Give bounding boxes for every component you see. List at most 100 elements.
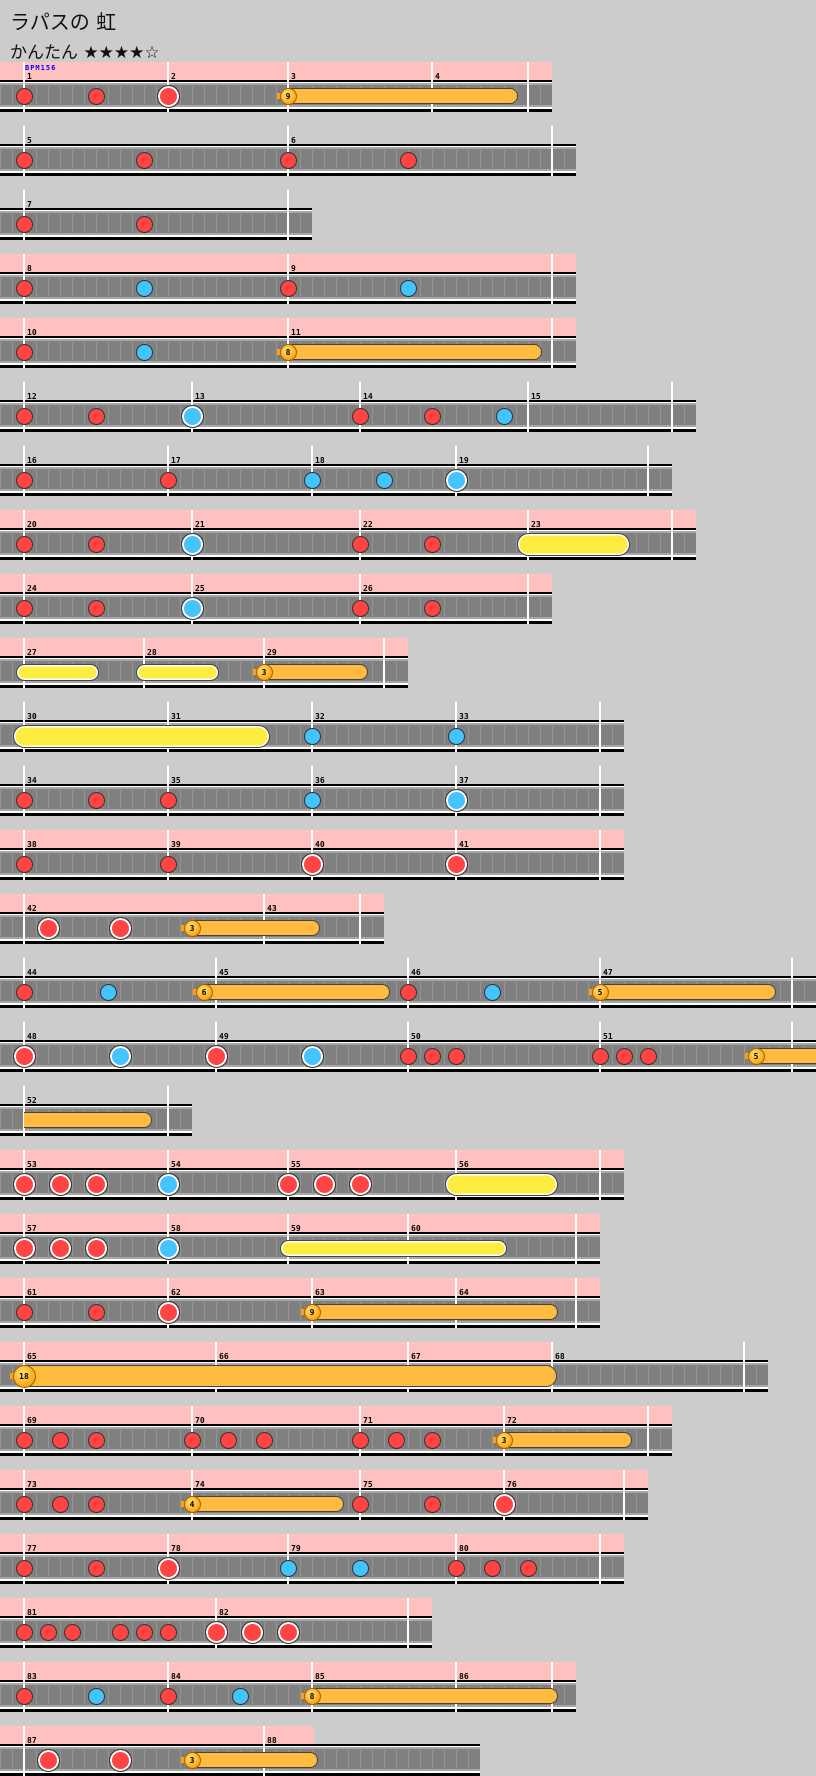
grid-line bbox=[108, 86, 109, 106]
grid-line bbox=[324, 854, 325, 874]
grid-line bbox=[408, 534, 409, 554]
grid-line bbox=[624, 470, 625, 490]
grid-line bbox=[144, 470, 145, 490]
grid-line bbox=[12, 214, 13, 234]
grid-line bbox=[168, 150, 169, 170]
grid-line bbox=[60, 534, 61, 554]
grid-line bbox=[132, 1622, 133, 1642]
grid-line bbox=[180, 86, 181, 106]
grid-line bbox=[12, 278, 13, 298]
measure-number: 86 bbox=[459, 1672, 469, 1681]
grid-line bbox=[132, 854, 133, 874]
measure-line bbox=[23, 1086, 25, 1136]
grid-line bbox=[564, 726, 565, 746]
don-note bbox=[423, 1431, 441, 1449]
grid-line bbox=[252, 1430, 253, 1450]
grid-line bbox=[132, 1750, 133, 1770]
grid-line bbox=[624, 406, 625, 426]
grid-line bbox=[336, 1750, 337, 1770]
grid-line bbox=[252, 854, 253, 874]
grid-line bbox=[108, 1494, 109, 1514]
grid-line bbox=[0, 1366, 1, 1386]
grid-line bbox=[252, 86, 253, 106]
grid-line bbox=[588, 790, 589, 810]
grid-line bbox=[372, 1622, 373, 1642]
grid-line bbox=[468, 726, 469, 746]
grid-line bbox=[468, 982, 469, 1002]
grid-line bbox=[156, 1430, 157, 1450]
measure-line bbox=[431, 62, 433, 112]
measure-line bbox=[23, 574, 25, 624]
grid-line bbox=[108, 1238, 109, 1258]
gogo-band bbox=[0, 1342, 554, 1360]
grid-line bbox=[516, 470, 517, 490]
grid-line bbox=[0, 1174, 1, 1194]
grid-line bbox=[684, 1366, 685, 1386]
measure-line bbox=[359, 1406, 361, 1456]
grid-line bbox=[240, 1302, 241, 1322]
measure-line bbox=[23, 1726, 25, 1776]
grid-line bbox=[576, 854, 577, 874]
grid-line bbox=[468, 854, 469, 874]
grid-line bbox=[120, 598, 121, 618]
grid-line bbox=[240, 534, 241, 554]
balloon-icon: 8 bbox=[303, 1687, 321, 1705]
grid-line bbox=[168, 214, 169, 234]
grid-line bbox=[12, 790, 13, 810]
grid-line bbox=[180, 342, 181, 362]
grid-line bbox=[168, 1430, 169, 1450]
grid-line bbox=[516, 854, 517, 874]
grid-line bbox=[576, 1494, 577, 1514]
grid-line bbox=[108, 150, 109, 170]
grid-line bbox=[348, 1430, 349, 1450]
grid-line bbox=[432, 278, 433, 298]
grid-line bbox=[240, 1430, 241, 1450]
grid-line bbox=[588, 1494, 589, 1514]
big-ka-note bbox=[180, 532, 204, 556]
grid-line bbox=[312, 1430, 313, 1450]
grid-line bbox=[384, 1494, 385, 1514]
measure-number: 17 bbox=[171, 456, 181, 465]
big-don-note bbox=[492, 1492, 516, 1516]
grid-line bbox=[408, 1558, 409, 1578]
grid-line bbox=[396, 598, 397, 618]
grid-line bbox=[528, 150, 529, 170]
big-don-note bbox=[48, 1236, 72, 1260]
grid-line bbox=[192, 1622, 193, 1642]
measure-number: 30 bbox=[27, 712, 37, 721]
grid-line bbox=[612, 1366, 613, 1386]
grid-line bbox=[96, 982, 97, 1002]
grid-line bbox=[300, 1430, 301, 1450]
grid-line bbox=[408, 406, 409, 426]
grid-line bbox=[528, 1494, 529, 1514]
grid-line bbox=[216, 150, 217, 170]
grid-line bbox=[168, 1046, 169, 1066]
grid-line bbox=[144, 598, 145, 618]
grid-line bbox=[456, 150, 457, 170]
don-note bbox=[15, 343, 33, 361]
grid-line bbox=[192, 278, 193, 298]
grid-line bbox=[696, 1366, 697, 1386]
grid-line bbox=[432, 854, 433, 874]
measure-number: 18 bbox=[315, 456, 325, 465]
grid-line bbox=[456, 534, 457, 554]
grid-line bbox=[516, 982, 517, 1002]
don-note bbox=[87, 1431, 105, 1449]
difficulty-label: かんたん bbox=[10, 43, 78, 63]
grid-line bbox=[12, 1302, 13, 1322]
grid-line bbox=[84, 1302, 85, 1322]
measure-number: 81 bbox=[27, 1608, 37, 1617]
grid-line bbox=[528, 1046, 529, 1066]
grid-line bbox=[132, 1302, 133, 1322]
grid-line bbox=[468, 470, 469, 490]
grid-line bbox=[228, 534, 229, 554]
grid-line bbox=[276, 790, 277, 810]
grid-line bbox=[588, 406, 589, 426]
balloon-body bbox=[288, 88, 518, 104]
ka-note bbox=[399, 279, 417, 297]
grid-line bbox=[408, 470, 409, 490]
grid-line bbox=[636, 470, 637, 490]
grid-line bbox=[348, 726, 349, 746]
grid-line bbox=[336, 1046, 337, 1066]
